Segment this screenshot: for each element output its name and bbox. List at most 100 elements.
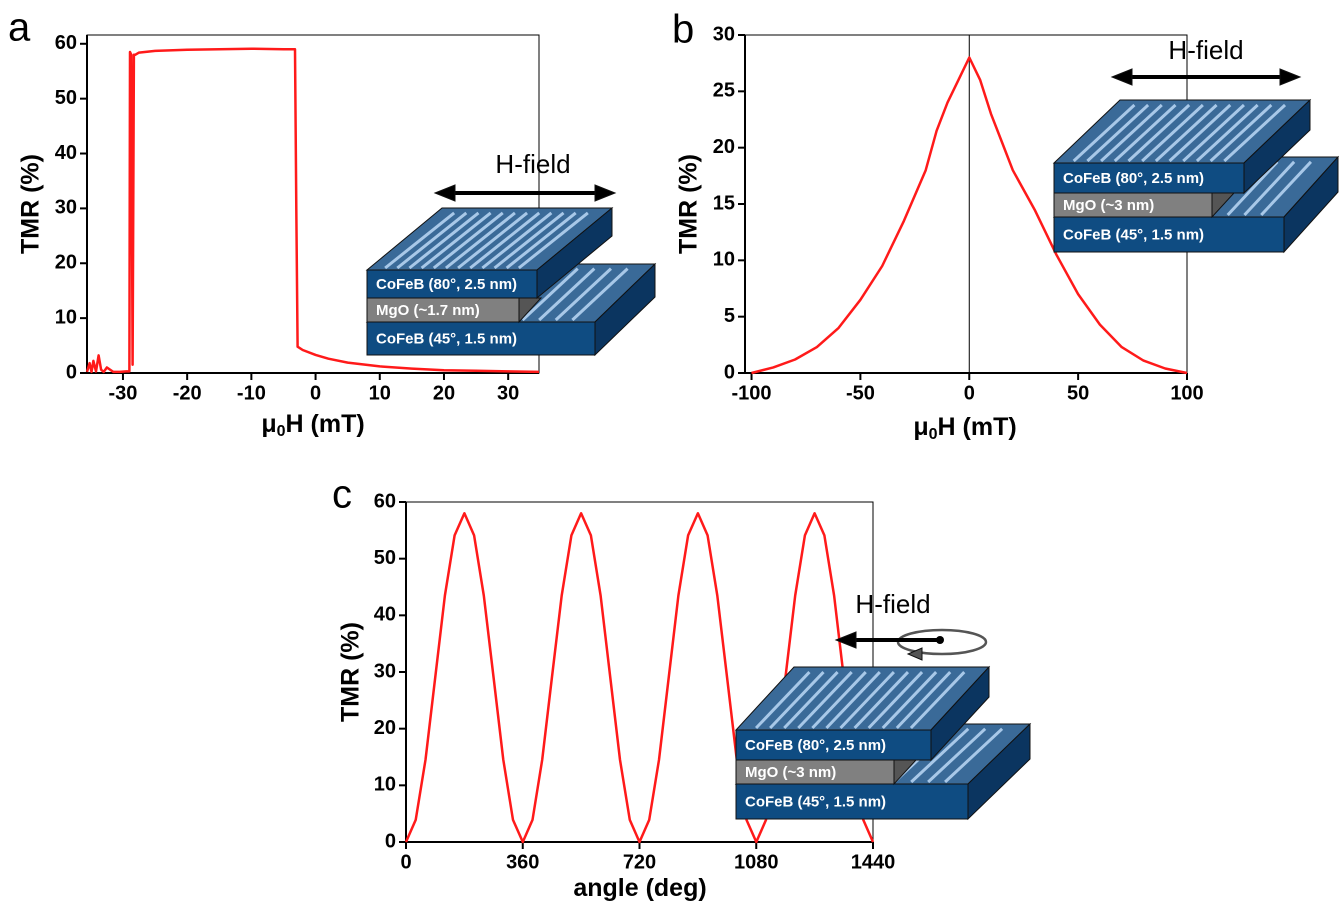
stripe — [853, 671, 910, 730]
panel: c 0 360 720 1080 1440 0 10 20 30 40 50 60 angle (deg)… — [332, 473, 1032, 902]
stripe — [1113, 103, 1177, 163]
x-title-part: μ — [913, 413, 928, 441]
x-tick-label: 10 — [369, 382, 391, 404]
stripe — [444, 211, 516, 270]
mgo-front — [366, 297, 520, 323]
layer-label: CoFeB (45°, 1.5 nm) — [1063, 226, 1204, 243]
x-title-sub: 0 — [929, 426, 938, 443]
layer-label: MgO (~1.7 nm) — [376, 302, 480, 319]
x-tick-label: 360 — [506, 851, 539, 873]
x-title-sub: 0 — [277, 423, 286, 440]
x-title-part: H (mT) — [286, 410, 365, 438]
stripe — [1223, 103, 1287, 163]
y-tick-label: 60 — [374, 490, 396, 512]
layer-label: CoFeB (45°, 1.5 nm) — [376, 330, 517, 347]
x-title-part: H (mT) — [938, 413, 1017, 441]
stripe — [1243, 160, 1296, 217]
stripe — [1168, 103, 1232, 163]
x-tick-label: 0 — [964, 382, 975, 404]
stripe — [944, 727, 1004, 784]
x-tick-label: -100 — [732, 382, 772, 404]
stripe — [909, 671, 966, 730]
slab-front — [1053, 216, 1285, 253]
stripe — [505, 211, 577, 270]
data-line — [85, 47, 540, 374]
x-title-part: μ — [261, 410, 276, 438]
layer-label: MgO (~3 nm) — [745, 764, 836, 781]
field-label: H-field — [495, 149, 570, 179]
x-axis-title: μ0H (mT) — [913, 413, 1016, 444]
stripe — [1226, 160, 1279, 217]
stripe — [1154, 103, 1218, 163]
y-axis-title: TMR (%) — [337, 622, 365, 722]
y-tick-label: 30 — [55, 197, 77, 219]
stripe — [1141, 103, 1204, 163]
stripe — [927, 727, 987, 784]
y-tick-label: 20 — [374, 717, 396, 739]
x-tick-label: 0 — [400, 851, 411, 873]
panel-letter: a — [8, 6, 31, 50]
y-tick-label: 30 — [374, 660, 396, 682]
stripe — [769, 671, 825, 730]
arrow-head — [1110, 68, 1133, 86]
x-tick-label: 1440 — [851, 851, 896, 873]
x-tick-label: 100 — [1170, 382, 1203, 404]
y-tick-label: 20 — [713, 136, 735, 158]
stripe — [1195, 103, 1259, 163]
layer-label: CoFeB (80°, 2.5 nm) — [376, 276, 517, 293]
stripe — [1127, 103, 1191, 163]
stripe — [469, 211, 541, 270]
y-tick-label: 10 — [713, 249, 735, 271]
field-label: H-field — [855, 589, 930, 619]
arrow-head — [834, 631, 857, 649]
y-tick-label: 5 — [724, 305, 735, 327]
slab-front — [1053, 162, 1245, 194]
stripe — [839, 671, 895, 730]
layer-label: CoFeB (80°, 2.5 nm) — [745, 737, 886, 754]
y-tick-label: 40 — [55, 142, 77, 164]
panel-letter: b — [672, 8, 694, 52]
stripe — [538, 267, 596, 322]
x-tick-label: 720 — [623, 851, 656, 873]
stripe — [1260, 160, 1313, 217]
data-line — [751, 56, 1188, 375]
x-axis-title: angle (deg) — [573, 874, 706, 902]
stripe — [1209, 103, 1273, 163]
stripe — [481, 211, 553, 270]
stripe — [797, 671, 853, 730]
inset: H-field CoFeB (45°, 1.5 nm) MgO (~3 nm) CoF… — [734, 589, 1032, 821]
stripe — [521, 267, 579, 322]
inset: H-field CoFeB (45°, 1.5 nm) MgO (~3 nm) CoF… — [1052, 35, 1339, 254]
arrow-head — [1279, 68, 1302, 86]
x-tick-label: 30 — [497, 382, 519, 404]
y-tick-label: 15 — [713, 192, 735, 214]
y-tick-label: 0 — [724, 361, 735, 383]
stripe — [1182, 103, 1245, 163]
x-tick-label: -20 — [173, 382, 202, 404]
arrow-head — [594, 184, 617, 202]
slab-front — [366, 321, 596, 356]
x-tick-label: 50 — [1067, 382, 1089, 404]
x-title-part: angle (deg) — [573, 874, 706, 902]
stripe — [811, 671, 867, 730]
x-tick-label: 20 — [433, 382, 455, 404]
y-tick-label: 10 — [374, 774, 396, 796]
slab-front — [735, 729, 932, 761]
inset: H-field CoFeB (45°, 1.5 nm) MgO (~1.7 nm) C… — [365, 149, 657, 357]
stripe — [420, 211, 492, 270]
x-tick-label: 0 — [310, 382, 321, 404]
stripe — [554, 267, 612, 322]
stripe — [895, 671, 952, 730]
stripe — [910, 727, 970, 784]
stripe — [457, 211, 529, 270]
stripe — [881, 671, 938, 730]
stripe — [754, 671, 811, 730]
stripe — [384, 211, 456, 270]
stripe — [408, 211, 480, 270]
y-tick-label: 50 — [55, 87, 77, 109]
y-axis-title: TMR (%) — [17, 154, 45, 254]
slab-front — [366, 269, 538, 299]
stripe — [517, 211, 589, 270]
